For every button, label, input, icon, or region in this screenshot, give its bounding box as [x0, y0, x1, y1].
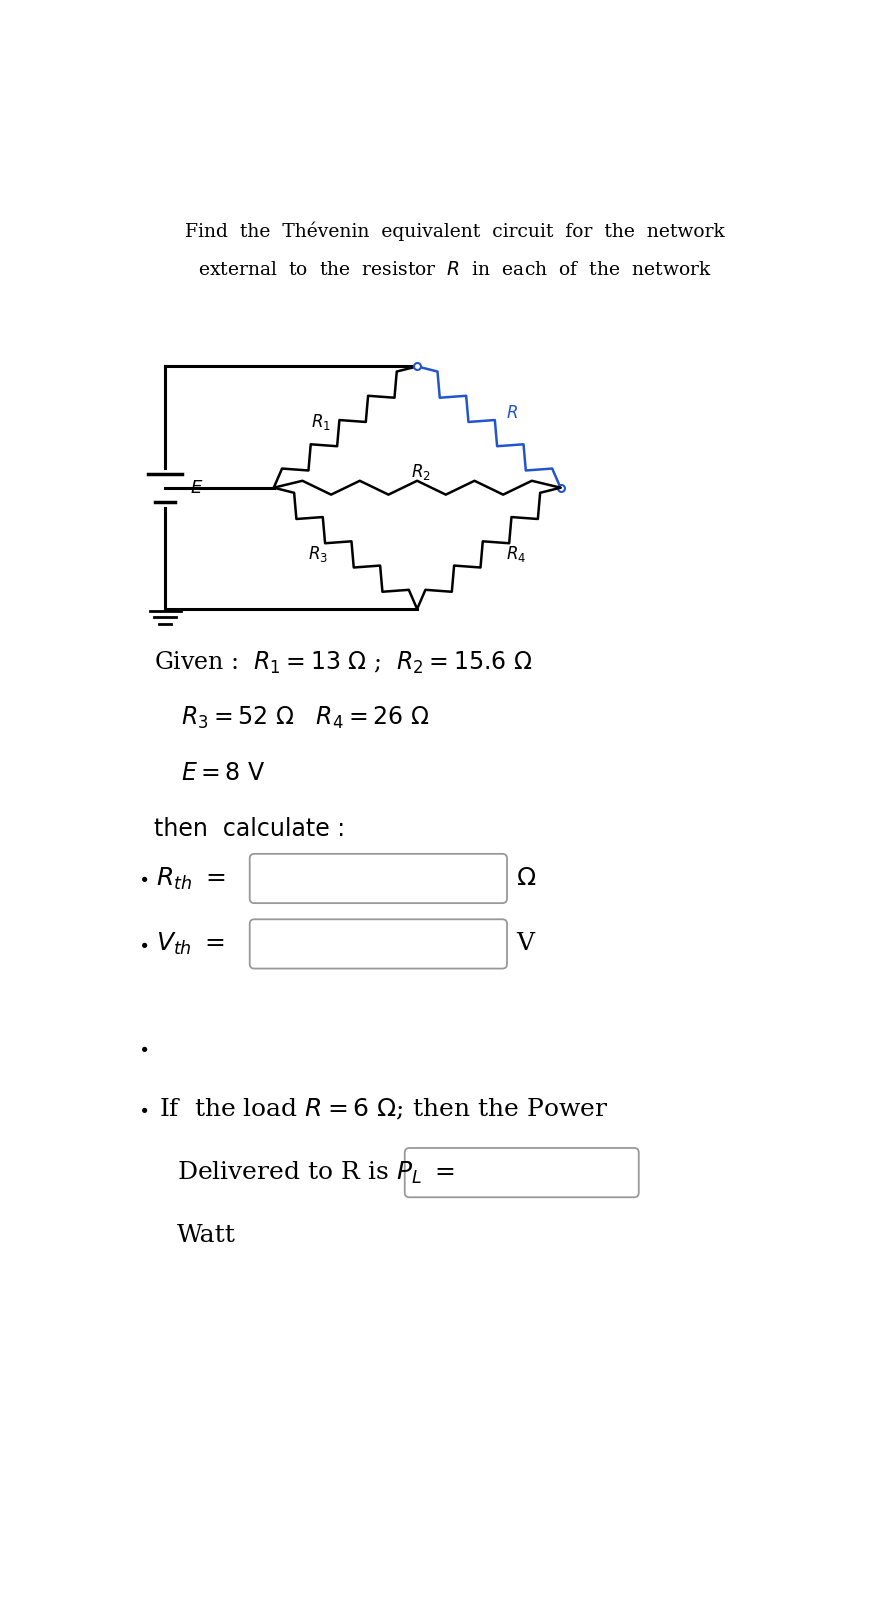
- Text: Find  the  Thévenin  equivalent  circuit  for  the  network: Find the Thévenin equivalent circuit for…: [186, 222, 725, 241]
- Text: $\bullet$: $\bullet$: [139, 1100, 148, 1118]
- Text: $R_2$: $R_2$: [411, 462, 431, 482]
- Text: $\bullet$: $\bullet$: [139, 934, 148, 953]
- Text: $R_{th}\ =$: $R_{th}\ =$: [156, 866, 226, 891]
- FancyBboxPatch shape: [250, 920, 507, 968]
- Text: $R$: $R$: [506, 404, 518, 422]
- Text: external  to  the  resistor  $R$  in  each  of  the  network: external to the resistor $R$ in each of …: [198, 262, 712, 279]
- Text: $\bullet$: $\bullet$: [139, 869, 148, 888]
- Text: $V_{th}\ =$: $V_{th}\ =$: [156, 931, 225, 957]
- Text: Given :  $R_1 = 13\ \Omega$ ;  $R_2 = 15.6\ \Omega$: Given : $R_1 = 13\ \Omega$ ; $R_2 = 15.6…: [154, 650, 532, 676]
- Text: $\bullet$: $\bullet$: [139, 1040, 148, 1057]
- Text: then  calculate :: then calculate :: [154, 818, 345, 842]
- Text: If  the load $R = 6\ \Omega$; then the Power: If the load $R = 6\ \Omega$; then the Po…: [159, 1097, 608, 1123]
- FancyBboxPatch shape: [250, 854, 507, 904]
- Text: Watt: Watt: [177, 1225, 235, 1247]
- FancyBboxPatch shape: [405, 1148, 638, 1198]
- Text: $E$: $E$: [190, 479, 203, 497]
- Text: $R_3 = 52\ \Omega$   $R_4 = 26\ \Omega$: $R_3 = 52\ \Omega$ $R_4 = 26\ \Omega$: [181, 706, 429, 731]
- Text: V: V: [516, 933, 535, 955]
- Text: $\Omega$: $\Omega$: [516, 867, 536, 890]
- Text: $R_4$: $R_4$: [506, 543, 526, 564]
- Text: $R_3$: $R_3$: [308, 543, 329, 564]
- Text: $E = 8\ \mathrm{V}$: $E = 8\ \mathrm{V}$: [181, 762, 266, 786]
- Text: Delivered to R is $P_L\ =$: Delivered to R is $P_L\ =$: [177, 1159, 455, 1185]
- Text: $R_1$: $R_1$: [311, 412, 330, 431]
